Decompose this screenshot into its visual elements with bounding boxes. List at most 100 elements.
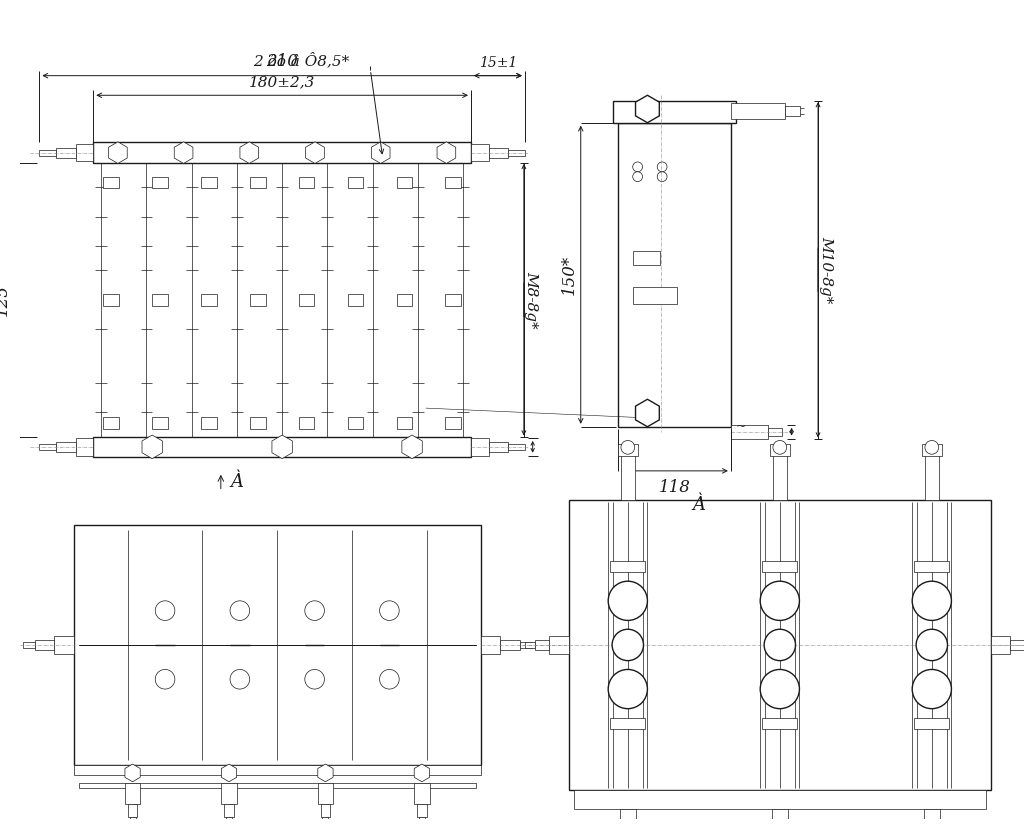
Bar <box>250 417 265 428</box>
Bar <box>613 101 735 122</box>
Bar <box>130 817 135 824</box>
Circle shape <box>642 103 653 115</box>
Circle shape <box>657 172 667 182</box>
Circle shape <box>178 147 189 158</box>
Polygon shape <box>125 764 140 782</box>
Bar <box>762 561 798 572</box>
Text: 125: 125 <box>0 284 10 316</box>
Text: 180±2,3: 180±2,3 <box>249 75 315 89</box>
Bar <box>54 636 74 654</box>
Bar <box>221 782 237 805</box>
Circle shape <box>657 162 667 172</box>
Bar <box>633 286 677 304</box>
Bar <box>1011 640 1024 650</box>
Polygon shape <box>272 435 292 459</box>
Text: M8-8g*: M8-8g* <box>524 271 539 328</box>
Bar <box>347 177 364 189</box>
Bar <box>79 782 476 787</box>
Text: 15±1: 15±1 <box>479 55 517 69</box>
Bar <box>323 817 329 824</box>
Circle shape <box>418 769 426 777</box>
Bar <box>445 177 461 189</box>
Circle shape <box>764 629 796 661</box>
Bar <box>152 294 168 306</box>
Polygon shape <box>401 435 422 459</box>
Bar <box>925 452 939 500</box>
Circle shape <box>309 147 321 158</box>
Bar <box>201 294 217 306</box>
Circle shape <box>230 669 250 689</box>
Bar <box>396 177 413 189</box>
Text: 118: 118 <box>658 479 690 495</box>
Polygon shape <box>174 142 193 164</box>
Bar <box>768 428 781 436</box>
Bar <box>317 782 333 805</box>
Bar <box>762 718 798 729</box>
Bar <box>396 294 413 306</box>
Circle shape <box>380 600 399 620</box>
Bar <box>250 294 265 306</box>
Bar <box>224 805 233 817</box>
Circle shape <box>773 441 786 454</box>
Bar <box>610 718 645 729</box>
Bar <box>35 640 54 650</box>
Circle shape <box>375 147 386 158</box>
Circle shape <box>113 147 123 158</box>
Bar <box>914 718 949 729</box>
Circle shape <box>230 600 250 620</box>
Bar <box>784 106 801 116</box>
Circle shape <box>276 441 288 452</box>
Circle shape <box>925 441 939 454</box>
Bar <box>573 790 986 809</box>
Bar <box>152 177 168 189</box>
Bar <box>299 177 314 189</box>
Bar <box>445 417 461 428</box>
Circle shape <box>380 669 399 689</box>
Bar <box>508 444 525 450</box>
Bar <box>103 294 119 306</box>
Circle shape <box>912 669 951 709</box>
Bar <box>535 640 549 650</box>
Bar <box>347 417 364 428</box>
Circle shape <box>407 441 418 452</box>
Bar <box>621 452 635 500</box>
Bar <box>414 782 430 805</box>
Text: 2 ôò â Ô8,5*: 2 ôò â Ô8,5* <box>253 52 349 68</box>
Bar <box>471 438 488 456</box>
Bar <box>990 636 1011 654</box>
Bar <box>731 425 768 438</box>
Bar <box>39 150 56 155</box>
Bar <box>501 640 520 650</box>
Circle shape <box>225 769 232 777</box>
Bar <box>445 294 461 306</box>
Text: À: À <box>692 496 706 514</box>
Bar <box>226 817 232 824</box>
Bar <box>76 144 93 161</box>
Bar <box>618 122 731 427</box>
Bar <box>74 525 480 765</box>
Circle shape <box>156 600 175 620</box>
Circle shape <box>441 147 452 158</box>
Text: À: À <box>230 473 244 490</box>
Circle shape <box>642 407 653 419</box>
Circle shape <box>305 669 325 689</box>
Bar <box>488 148 508 158</box>
Text: M10-8g*: M10-8g* <box>819 237 833 304</box>
Bar <box>620 809 636 819</box>
Bar <box>56 442 76 452</box>
Bar <box>321 805 331 817</box>
Text: ~: ~ <box>735 420 745 433</box>
Circle shape <box>760 581 800 620</box>
Text: 210: 210 <box>266 53 298 69</box>
Bar <box>914 561 949 572</box>
Bar <box>417 805 427 817</box>
Bar <box>201 177 217 189</box>
Polygon shape <box>305 142 325 164</box>
Circle shape <box>156 669 175 689</box>
Bar <box>74 765 480 775</box>
Polygon shape <box>372 142 390 164</box>
Polygon shape <box>142 435 163 459</box>
Polygon shape <box>317 764 333 782</box>
Circle shape <box>916 629 947 661</box>
Circle shape <box>129 769 136 777</box>
